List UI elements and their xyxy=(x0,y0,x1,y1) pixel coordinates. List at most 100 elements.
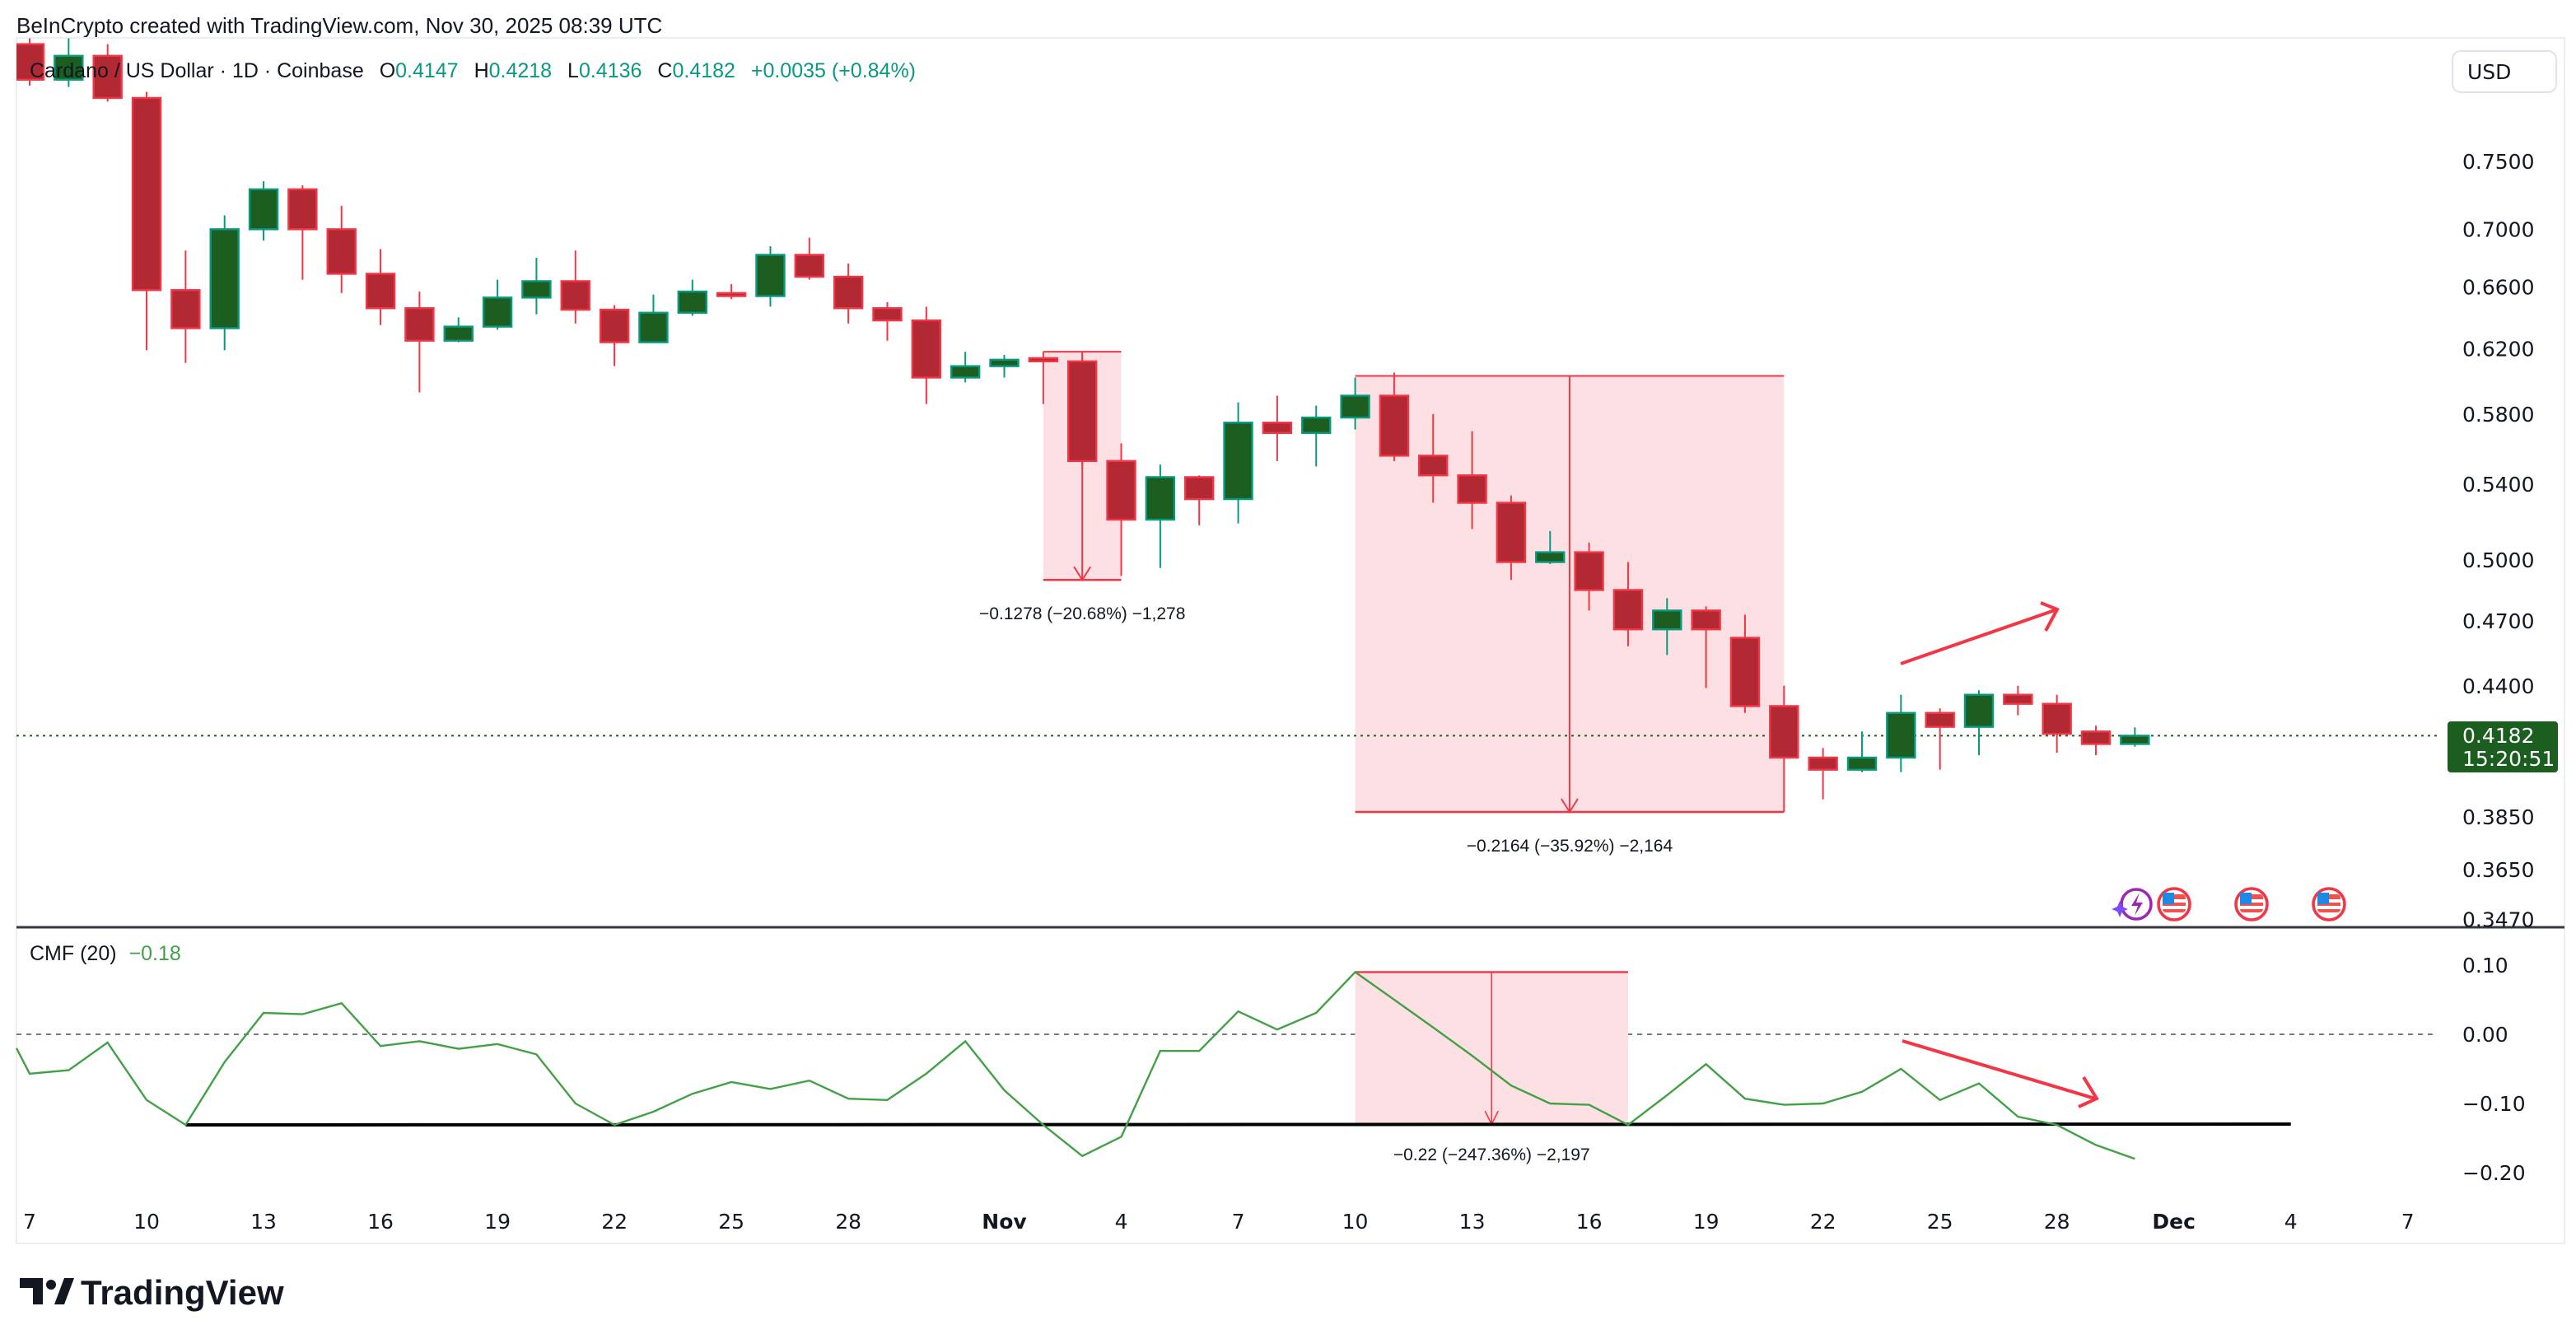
candle[interactable] xyxy=(677,279,707,316)
cmf-support-trendline[interactable] xyxy=(185,1122,2291,1127)
candle[interactable] xyxy=(794,237,824,280)
price-tick-label: 0.4700 xyxy=(2462,609,2534,633)
candle[interactable] xyxy=(1729,614,1761,713)
candle[interactable] xyxy=(833,264,864,324)
cmf-tick-label: −0.10 xyxy=(2462,1092,2526,1116)
candle[interactable] xyxy=(1223,402,1253,524)
candle[interactable] xyxy=(1652,598,1682,656)
candle[interactable] xyxy=(1066,355,1098,467)
candle[interactable] xyxy=(287,185,318,280)
time-tick-label: 4 xyxy=(2284,1210,2298,1234)
currency-button[interactable]: USD xyxy=(2452,50,2557,93)
candle-body xyxy=(1145,476,1176,521)
candle[interactable] xyxy=(599,305,630,366)
candle[interactable] xyxy=(1886,694,1916,772)
candle[interactable] xyxy=(131,91,162,351)
candle[interactable] xyxy=(2042,694,2072,753)
candle[interactable] xyxy=(1846,731,1878,772)
candle[interactable] xyxy=(443,317,474,343)
us-economic-event-icon[interactable] xyxy=(2157,887,2191,921)
cmf-pane[interactable]: −0.22 (−247.36%) −2,197 xyxy=(15,970,2438,1164)
candle[interactable] xyxy=(1925,708,1955,770)
candle[interactable] xyxy=(1808,748,1838,800)
price-pane[interactable]: −0.1278 (−20.68%) −1,278 −0.2164 (−35.92%… xyxy=(16,38,2448,856)
candle[interactable] xyxy=(326,205,357,293)
candle-body xyxy=(1886,711,1916,759)
tradingview-logo[interactable]: TradingView xyxy=(20,1273,284,1312)
trend-up-arrow[interactable] xyxy=(1900,601,2060,665)
candle[interactable] xyxy=(365,249,396,325)
candle[interactable] xyxy=(2003,685,2033,716)
us-economic-event-icon[interactable] xyxy=(2312,887,2346,921)
time-axis[interactable]: 7 10 13 16 19 22 25 28 Nov 4 7 10 13 16 19 22 25 28 Dec 4 7 xyxy=(23,1210,2415,1234)
candle[interactable] xyxy=(1145,464,1176,568)
candle[interactable] xyxy=(1379,372,1410,461)
us-economic-event-icon[interactable] xyxy=(2234,887,2269,921)
candle[interactable] xyxy=(560,250,590,324)
candle[interactable] xyxy=(872,301,903,341)
candle-body xyxy=(287,188,318,231)
time-tick-label: 10 xyxy=(133,1210,160,1234)
candle[interactable] xyxy=(404,292,435,393)
candle[interactable] xyxy=(16,38,45,86)
candle[interactable] xyxy=(248,181,279,241)
time-tick-label: Dec xyxy=(2152,1210,2196,1234)
candle[interactable] xyxy=(209,215,240,351)
tradingview-logo-text: TradingView xyxy=(81,1273,284,1312)
candle[interactable] xyxy=(1340,377,1370,430)
candle[interactable] xyxy=(1535,530,1566,564)
candle[interactable] xyxy=(1574,542,1604,611)
candle[interactable] xyxy=(2120,727,2150,747)
candle[interactable] xyxy=(1963,690,1995,756)
candle-body xyxy=(326,228,357,275)
candle[interactable] xyxy=(638,294,669,343)
candle[interactable] xyxy=(1457,431,1487,530)
candle-body xyxy=(2003,693,2033,705)
candle[interactable] xyxy=(989,355,1020,378)
candle[interactable] xyxy=(54,38,84,87)
candle-body xyxy=(1028,357,1059,362)
cmf-tick-label: 0.10 xyxy=(2462,954,2508,977)
candle[interactable] xyxy=(716,284,747,300)
price-axis[interactable]: 0.7500 0.7000 0.6600 0.6200 0.5800 0.5400 0.50… xyxy=(2462,150,2534,1185)
candle[interactable] xyxy=(1028,352,1059,404)
candle[interactable] xyxy=(92,44,123,102)
candle[interactable] xyxy=(2080,725,2112,756)
candle[interactable] xyxy=(482,279,513,330)
time-tick-label: Nov xyxy=(982,1210,1026,1234)
candle-body xyxy=(677,290,707,314)
candle-body xyxy=(560,280,590,311)
candle[interactable] xyxy=(1691,606,1721,688)
candle[interactable] xyxy=(1183,475,1215,525)
candle[interactable] xyxy=(521,257,552,315)
chart-frame xyxy=(16,37,2565,1244)
time-tick-label: 19 xyxy=(1693,1210,1720,1234)
price-tick-label: 0.6200 xyxy=(2462,337,2534,361)
candle[interactable] xyxy=(1262,395,1293,461)
ai-lightning-event-icon[interactable] xyxy=(2112,888,2153,921)
change-value: +0.0035 (+0.84%) xyxy=(751,59,916,82)
candle-body xyxy=(443,325,474,342)
candle-body xyxy=(1729,637,1761,707)
candle[interactable] xyxy=(1301,405,1332,467)
candle-body xyxy=(1066,360,1098,463)
time-tick-label: 19 xyxy=(484,1210,511,1234)
candle-body xyxy=(1223,422,1253,501)
candle[interactable] xyxy=(755,246,786,307)
candle[interactable] xyxy=(1612,562,1644,646)
candle[interactable] xyxy=(1496,495,1527,581)
time-tick-label: 22 xyxy=(601,1210,628,1234)
candle-body xyxy=(833,275,864,310)
symbol-legend: Cardano / US Dollar · 1D · Coinbase O0.4… xyxy=(30,59,916,82)
candle[interactable] xyxy=(170,250,201,363)
candle[interactable] xyxy=(911,306,942,404)
trend-down-arrow[interactable] xyxy=(1902,1039,2099,1108)
candle-body xyxy=(209,228,240,329)
candle[interactable] xyxy=(1106,443,1136,576)
candle[interactable] xyxy=(1418,413,1449,503)
candle[interactable] xyxy=(950,352,981,383)
price-range-measure[interactable]: −0.2164 (−35.92%) −2,164 xyxy=(1355,375,1785,856)
candle[interactable] xyxy=(1769,685,1799,813)
cmf-line[interactable] xyxy=(15,970,2135,1160)
